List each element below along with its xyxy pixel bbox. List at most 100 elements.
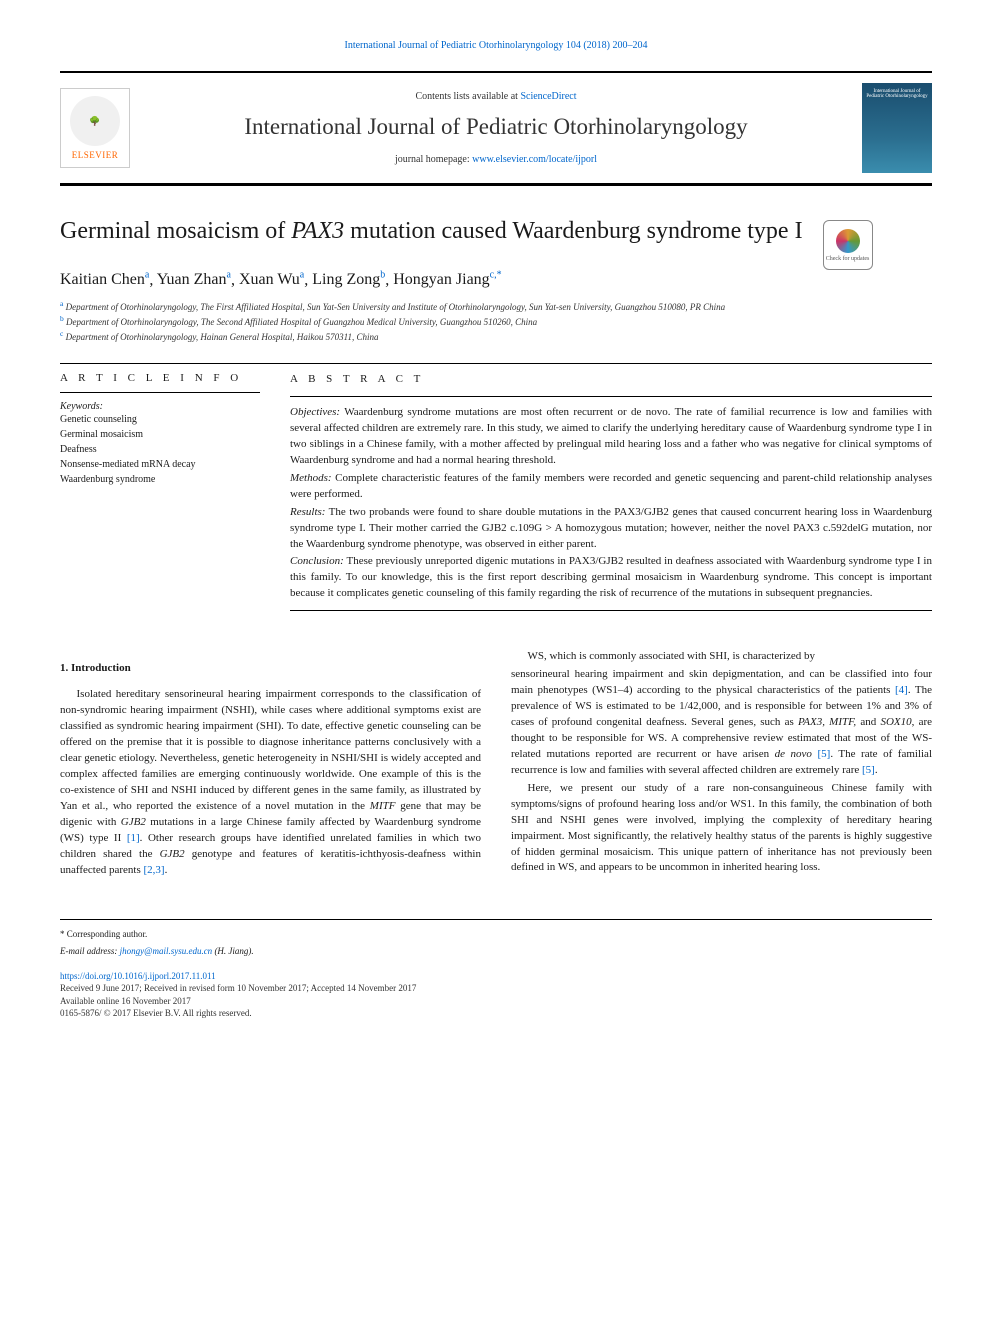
elsevier-tree-icon: 🌳 xyxy=(70,96,120,146)
intro-gjb2-1: GJB2 xyxy=(121,816,146,828)
keyword-3: Nonsense-mediated mRNA decay xyxy=(60,457,260,472)
journal-homepage-link[interactable]: www.elsevier.com/locate/ijporl xyxy=(472,154,597,165)
author-list: Kaitian Chena, Yuan Zhana, Xuan Wua, Lin… xyxy=(60,270,932,289)
objectives-label: Objectives: xyxy=(290,406,340,418)
article-title: Germinal mosaicism of PAX3 mutation caus… xyxy=(60,216,803,247)
author-0-name: Kaitian Chen xyxy=(60,271,145,288)
aff-a-text: Department of Otorhinolaryngology, The F… xyxy=(66,302,726,312)
author-3-aff: b xyxy=(380,270,385,281)
intro-p2-col2: sensorineural hearing impairment and ski… xyxy=(511,667,932,779)
keywords-list: Genetic counseling Germinal mosaicism De… xyxy=(60,412,260,487)
email-label: E-mail address: xyxy=(60,946,120,956)
author-3-name: Ling Zong xyxy=(312,271,380,288)
contents-prefix: Contents lists available at xyxy=(415,91,520,102)
author-2-name: Xuan Wu xyxy=(239,271,300,288)
title-row: Germinal mosaicism of PAX3 mutation caus… xyxy=(60,216,932,270)
aff-b-marker: b xyxy=(60,314,64,323)
ref-23-link[interactable]: [2,3] xyxy=(143,864,164,876)
check-for-updates-badge[interactable]: Check for updates xyxy=(823,220,873,270)
author-4: Hongyan Jiangc,* xyxy=(393,271,501,288)
affiliation-a: a Department of Otorhinolaryngology, The… xyxy=(60,299,932,314)
footer: * Corresponding author. E-mail address: … xyxy=(60,919,932,1020)
info-abstract-row: A R T I C L E I N F O Keywords: Genetic … xyxy=(60,372,932,619)
corresponding-author-note: * Corresponding author. xyxy=(60,928,932,941)
intro-sox10: SOX10 xyxy=(880,716,911,728)
intro-p1f: . xyxy=(165,864,168,876)
journal-homepage-line: journal homepage: www.elsevier.com/locat… xyxy=(145,154,847,165)
results-text: The two probands were found to share dou… xyxy=(290,506,932,550)
abstract-bottom-divider xyxy=(290,610,932,611)
author-0: Kaitian Chena xyxy=(60,271,149,288)
keywords-label: Keywords: xyxy=(60,401,260,412)
abstract-methods: Methods: Complete characteristic feature… xyxy=(290,471,932,503)
ref-1-link[interactable]: [1] xyxy=(127,832,140,844)
doi-line: https://doi.org/10.1016/j.ijporl.2017.11… xyxy=(60,970,932,983)
author-4-name: Hongyan Jiang xyxy=(393,271,489,288)
copyright-line: 0165-5876/ © 2017 Elsevier B.V. All righ… xyxy=(60,1007,932,1020)
ref-4-link[interactable]: [4] xyxy=(895,684,908,696)
received-line: Received 9 June 2017; Received in revise… xyxy=(60,982,932,995)
ref-5a-link[interactable]: [5] xyxy=(817,748,830,760)
running-header: International Journal of Pediatric Otorh… xyxy=(60,40,932,51)
author-2: Xuan Wua xyxy=(239,271,304,288)
contents-lists-line: Contents lists available at ScienceDirec… xyxy=(145,91,847,102)
article-info-divider xyxy=(60,392,260,393)
objectives-text: Waardenburg syndrome mutations are most … xyxy=(290,406,932,466)
title-pre: Germinal mosaicism of xyxy=(60,218,291,244)
crossmark-icon xyxy=(836,229,860,253)
methods-label: Methods: xyxy=(290,472,332,484)
title-italic: PAX3 xyxy=(291,218,344,244)
intro-p1a: Isolated hereditary sensorineural hearin… xyxy=(60,688,481,812)
journal-cover-thumbnail: International Journal of Pediatric Otorh… xyxy=(862,83,932,173)
aff-a-marker: a xyxy=(60,299,63,308)
intro-p2h: . xyxy=(875,764,878,776)
abstract-results: Results: The two probands were found to … xyxy=(290,505,932,553)
journal-center: Contents lists available at ScienceDirec… xyxy=(145,91,847,165)
intro-p2-col1: WS, which is commonly associated with SH… xyxy=(511,649,932,665)
author-4-aff: c,* xyxy=(490,270,502,281)
intro-gjb2-2: GJB2 xyxy=(160,848,185,860)
author-1-name: Yuan Zhan xyxy=(157,271,227,288)
elsevier-label: ELSEVIER xyxy=(72,150,119,160)
article-info-column: A R T I C L E I N F O Keywords: Genetic … xyxy=(60,372,260,619)
abstract-divider xyxy=(290,396,932,397)
journal-header-box: 🌳 ELSEVIER Contents lists available at S… xyxy=(60,71,932,186)
journal-cover-text: International Journal of Pediatric Otorh… xyxy=(866,89,928,99)
intro-p2d: and xyxy=(856,716,880,728)
intro-p2a: WS, which is commonly associated with SH… xyxy=(528,650,815,662)
aff-b-text: Department of Otorhinolaryngology, The S… xyxy=(66,317,537,327)
corresponding-email-line: E-mail address: jhongy@mail.sysu.edu.cn … xyxy=(60,945,932,958)
abstract-header: A B S T R A C T xyxy=(290,372,932,388)
sciencedirect-link[interactable]: ScienceDirect xyxy=(520,91,576,102)
main-body: 1. Introduction Isolated hereditary sens… xyxy=(60,649,932,879)
doi-link[interactable]: https://doi.org/10.1016/j.ijporl.2017.11… xyxy=(60,971,216,981)
methods-text: Complete characteristic features of the … xyxy=(290,472,932,500)
abstract-conclusion: Conclusion: These previously unreported … xyxy=(290,554,932,602)
intro-p2b: sensorineural hearing impairment and ski… xyxy=(511,668,932,696)
elsevier-logo: 🌳 ELSEVIER xyxy=(60,88,130,168)
aff-c-marker: c xyxy=(60,329,63,338)
aff-c-text: Department of Otorhinolaryngology, Haina… xyxy=(66,332,379,342)
journal-name: International Journal of Pediatric Otorh… xyxy=(145,114,847,140)
intro-mitf: MITF xyxy=(370,800,396,812)
author-3: Ling Zongb xyxy=(312,271,385,288)
title-post: mutation caused Waardenburg syndrome typ… xyxy=(344,218,802,244)
affiliation-b: b Department of Otorhinolaryngology, The… xyxy=(60,314,932,329)
intro-denovo: de novo xyxy=(775,748,812,760)
affiliations: a Department of Otorhinolaryngology, The… xyxy=(60,299,932,343)
intro-p3: Here, we present our study of a rare non… xyxy=(511,781,932,877)
article-info-header: A R T I C L E I N F O xyxy=(60,372,260,384)
conclusion-label: Conclusion: xyxy=(290,555,344,567)
abstract-column: A B S T R A C T Objectives: Waardenburg … xyxy=(290,372,932,619)
conclusion-text: These previously unreported digenic muta… xyxy=(290,555,932,599)
introduction-heading: 1. Introduction xyxy=(60,661,481,677)
abstract-objectives: Objectives: Waardenburg syndrome mutatio… xyxy=(290,405,932,469)
homepage-prefix: journal homepage: xyxy=(395,154,472,165)
affiliation-c: c Department of Otorhinolaryngology, Hai… xyxy=(60,329,932,344)
available-line: Available online 16 November 2017 xyxy=(60,995,932,1008)
author-1-aff: a xyxy=(227,270,231,281)
author-1: Yuan Zhana xyxy=(157,271,231,288)
ref-5b-link[interactable]: [5] xyxy=(862,764,875,776)
intro-p1: Isolated hereditary sensorineural hearin… xyxy=(60,687,481,878)
email-link[interactable]: jhongy@mail.sysu.edu.cn xyxy=(120,946,213,956)
